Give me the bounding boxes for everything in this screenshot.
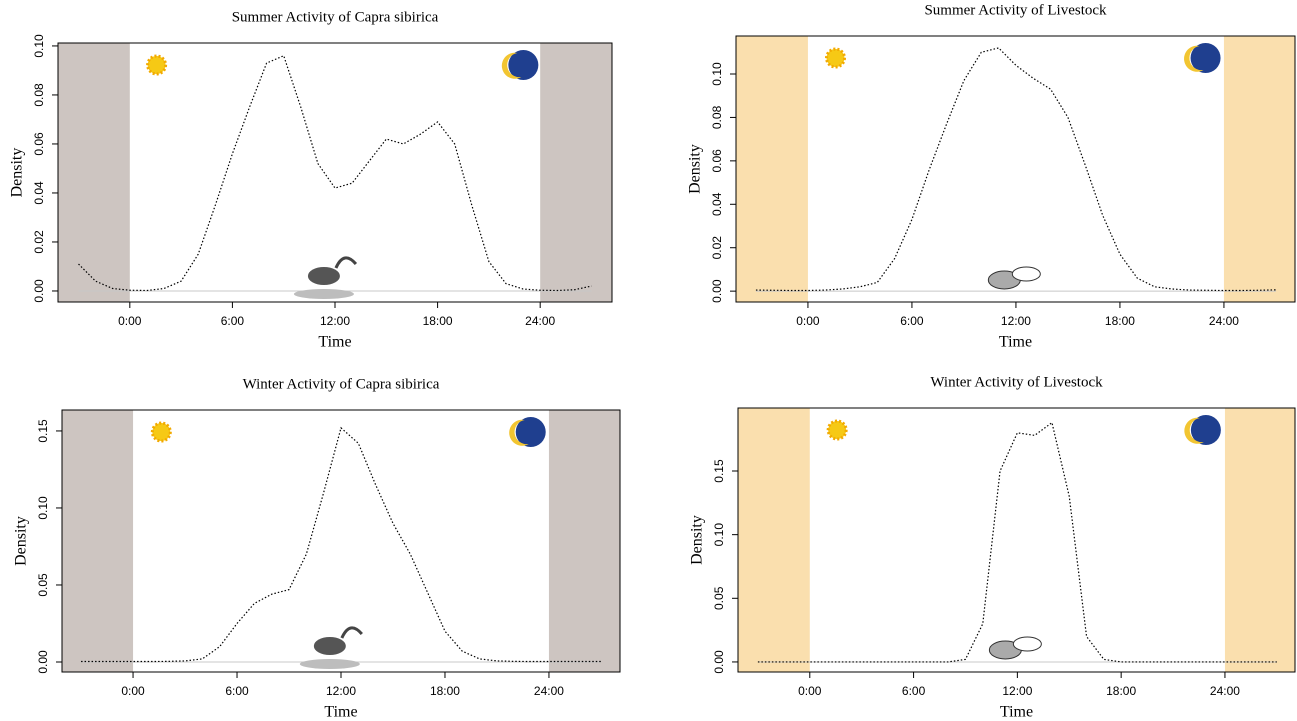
y-tick-label: 0.10 <box>36 496 50 520</box>
y-tick-label: 0.00 <box>32 279 46 303</box>
y-tick-label: 0.10 <box>710 62 724 86</box>
x-axis-label: Time <box>1000 704 1033 721</box>
goat-horn <box>336 258 356 268</box>
chart-title: Winter Activity of Capra sibirica <box>243 376 440 392</box>
y-tick-label: 0.00 <box>710 279 724 303</box>
y-tick-label: 0.15 <box>712 459 726 483</box>
x-tick-label: 6:00 <box>900 314 924 328</box>
x-tick-label: 18:00 <box>1105 314 1135 328</box>
y-axis-label: Density <box>687 144 704 194</box>
y-tick-label: 0.10 <box>32 34 46 58</box>
y-axis-label: Density <box>689 515 706 565</box>
y-axis-label: Density <box>13 516 30 566</box>
night-shading <box>540 43 612 302</box>
x-tick-label: 0:00 <box>118 314 142 328</box>
y-tick-label: 0.06 <box>32 132 46 156</box>
y-tick-label: 0.05 <box>36 573 50 597</box>
goat-icon <box>314 637 346 655</box>
x-axis-label: Time <box>318 334 351 351</box>
x-tick-label: 12:00 <box>320 314 350 328</box>
x-tick-label: 12:00 <box>1002 684 1032 698</box>
y-tick-label: 0.08 <box>32 83 46 107</box>
sun-icon <box>828 421 846 439</box>
sun-icon <box>152 423 170 441</box>
y-tick-label: 0.00 <box>36 650 50 674</box>
page: {"chart_data": [ {"type": "line", "title… <box>0 0 1297 721</box>
y-axis-label: Density <box>9 148 26 198</box>
chart-title: Summer Activity of Capra sibirica <box>232 9 439 25</box>
x-tick-label: 24:00 <box>525 314 555 328</box>
x-tick-label: 6:00 <box>225 684 249 698</box>
night-shading <box>549 410 620 672</box>
sheep-icon <box>1013 637 1041 651</box>
x-tick-label: 24:00 <box>1209 314 1239 328</box>
x-axis-label: Time <box>999 334 1032 351</box>
night-shading <box>1225 408 1295 672</box>
density-curve <box>81 428 601 662</box>
x-tick-label: 0:00 <box>798 684 822 698</box>
y-tick-label: 0.08 <box>710 105 724 129</box>
x-tick-label: 24:00 <box>534 684 564 698</box>
x-tick-label: 18:00 <box>430 684 460 698</box>
goat-rock <box>294 289 354 299</box>
y-tick-label: 0.04 <box>710 192 724 216</box>
x-tick-label: 6:00 <box>221 314 245 328</box>
plot-frame <box>736 36 1295 302</box>
goat-icon <box>308 267 340 285</box>
night-shading <box>1224 36 1295 302</box>
y-tick-label: 0.02 <box>710 236 724 260</box>
x-tick-label: 6:00 <box>902 684 926 698</box>
plot-frame <box>58 43 612 302</box>
y-tick-label: 0.10 <box>712 523 726 547</box>
density-curve <box>758 423 1277 662</box>
night-shading <box>62 410 133 672</box>
y-tick-label: 0.00 <box>712 650 726 674</box>
sun-icon <box>148 56 166 74</box>
night-shading <box>736 36 808 302</box>
y-tick-label: 0.02 <box>32 230 46 254</box>
chart-title: Winter Activity of Livestock <box>930 374 1103 390</box>
x-tick-label: 12:00 <box>326 684 356 698</box>
x-tick-label: 18:00 <box>423 314 453 328</box>
night-shading <box>58 43 130 302</box>
figure: 0:00 6:00 12:00 18:00 24:00 0.00 0.02 0.04 0.06 0… <box>0 0 1297 721</box>
chart-title: Summer Activity of Livestock <box>924 2 1107 18</box>
x-tick-label: 0:00 <box>796 314 820 328</box>
y-tick-label: 0.05 <box>712 586 726 610</box>
x-tick-label: 0:00 <box>121 684 145 698</box>
y-tick-label: 0.06 <box>710 149 724 173</box>
x-tick-label: 24:00 <box>1210 684 1240 698</box>
density-curve <box>756 48 1276 291</box>
sun-icon <box>827 49 845 67</box>
y-tick-label: 0.15 <box>36 419 50 443</box>
plot-frame <box>738 408 1295 672</box>
density-curve <box>79 56 592 291</box>
night-shading <box>738 408 810 672</box>
goat-horn <box>342 628 362 638</box>
goat-rock <box>300 659 360 669</box>
x-tick-label: 12:00 <box>1001 314 1031 328</box>
x-tick-label: 18:00 <box>1106 684 1136 698</box>
y-tick-label: 0.04 <box>32 181 46 205</box>
sheep-icon <box>1012 267 1040 281</box>
x-axis-label: Time <box>324 704 357 721</box>
plot-frame <box>62 410 620 672</box>
